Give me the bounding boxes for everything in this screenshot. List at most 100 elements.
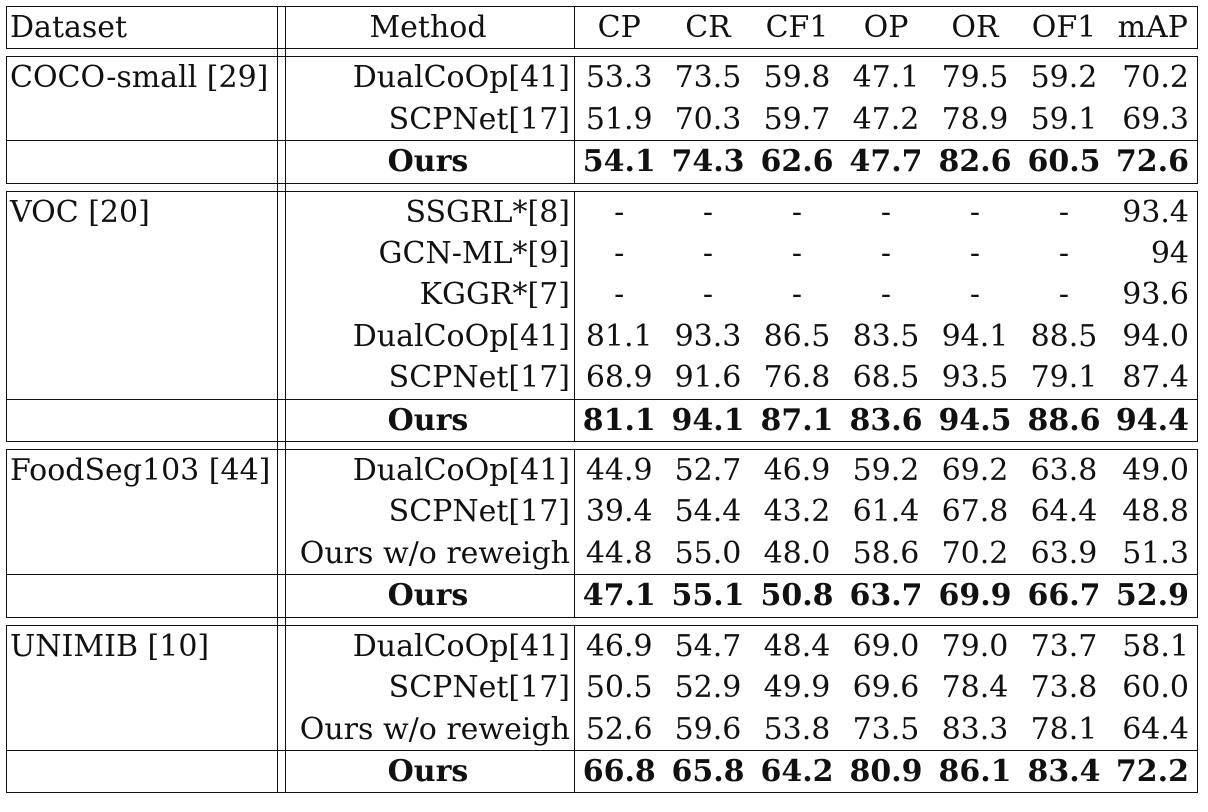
method-cell: DualCoOp[41] (285, 449, 575, 492)
method-cell: DualCoOp[41] (285, 624, 575, 668)
method-cell: GCN-ML*[9] (285, 233, 575, 275)
dataset-cell (6, 574, 278, 618)
value-cell-cf1: 50.8 (752, 574, 842, 618)
value-cell-cr: 59.6 (674, 711, 742, 747)
value-cell-of1: 88.6 (1019, 398, 1109, 443)
value-cell-map: 94 (1108, 233, 1198, 275)
value-cell-cf1: 76.8 (763, 360, 831, 396)
dataset-header: Dataset (6, 5, 278, 50)
value-cell-cf1: 59.7 (763, 101, 831, 137)
value-cell-of1: 60.5 (1019, 140, 1109, 184)
value-cell-or: 79.0 (930, 624, 1020, 668)
value-cell-cf1: - (752, 190, 842, 234)
value-cell-map: 72.2 (1108, 749, 1198, 794)
method-header: Method (285, 5, 575, 50)
value-cell-map: 52.9 (1108, 574, 1198, 618)
value-cell-cf1: 86.5 (763, 318, 831, 354)
double-rule (277, 532, 286, 575)
dataset-cell: COCO-small [29] (6, 56, 278, 99)
value-cell-or: 86.1 (930, 749, 1020, 794)
value-cell-map: 72.6 (1108, 140, 1198, 184)
value-cell-cp: 81.1 (574, 398, 664, 443)
group-separator (7, 183, 1198, 192)
value-cell-of1: 63.8 (1019, 449, 1109, 492)
value-cell-map: 51.3 (1108, 532, 1198, 575)
value-cell-op: 69.0 (841, 624, 931, 668)
value-cell-of1: 88.5 (1030, 318, 1098, 354)
value-cell-op: 47.1 (841, 56, 931, 99)
double-rule (277, 749, 286, 794)
double-rule (277, 5, 286, 50)
value-cell-cp: 66.8 (574, 749, 664, 794)
value-cell-of1: 79.1 (1030, 360, 1098, 396)
double-rule (277, 708, 286, 751)
value-cell-of1: 78.1 (1030, 711, 1098, 747)
value-cell-cf1: 87.1 (752, 398, 842, 443)
value-cell-or: - (930, 190, 1020, 234)
method-cell: Ours (285, 574, 575, 618)
value-cell-cp: 47.1 (574, 574, 664, 618)
value-cell-op: 68.5 (852, 360, 920, 396)
value-cell-cp: 52.6 (574, 708, 664, 751)
value-cell-cp: 50.5 (574, 667, 664, 709)
metric-header-of1: OF1 (1019, 5, 1109, 50)
table-row: Ours 66.8 65.8 64.2 80.9 86.1 83.4 72.2 (6, 749, 1198, 794)
metric-header-op: OP (841, 5, 931, 50)
method-cell: DualCoOp[41] (285, 315, 575, 358)
value-cell-of1: 83.4 (1019, 749, 1109, 794)
table-row: Ours 81.1 94.1 87.1 83.6 94.5 88.6 94.4 (6, 398, 1198, 443)
group-separator (7, 48, 1198, 57)
value-cell-map: 60.0 (1108, 667, 1198, 709)
value-cell-of1: 73.8 (1030, 670, 1098, 706)
table-row: DualCoOp[41] 81.1 93.3 86.5 83.5 94.1 88.5 94.0 (6, 315, 1198, 358)
method-cell: SCPNet[17] (285, 98, 575, 141)
table-row: FoodSeg103 [44] DualCoOp[41] 44.9 52.7 46.9 5… (6, 449, 1198, 492)
dataset-cell (6, 667, 278, 709)
table-row: UNIMIB [10] DualCoOp[41] 46.9 54.7 48.4 69.0 7… (6, 624, 1198, 668)
value-cell-op: 61.4 (852, 494, 920, 530)
value-cell-map: 48.8 (1108, 491, 1198, 533)
value-cell-cf1: 53.8 (763, 711, 831, 747)
value-cell-of1: - (1058, 277, 1070, 313)
method-cell: KGGR*[7] (285, 274, 575, 316)
value-cell-op: 69.6 (852, 670, 920, 706)
value-cell-op: 63.7 (841, 574, 931, 618)
value-cell-cf1: 43.2 (763, 494, 831, 530)
value-cell-or: 69.9 (930, 574, 1020, 618)
value-cell-cp: 44.9 (574, 449, 664, 492)
value-cell-cf1: 48.4 (752, 624, 842, 668)
group-separator (7, 441, 1198, 450)
value-cell-cp: 53.3 (574, 56, 664, 99)
double-rule (277, 56, 286, 99)
metric-header-map: mAP (1108, 5, 1198, 50)
value-cell-cp: 54.1 (574, 140, 664, 184)
value-cell-cf1: - (791, 236, 803, 272)
method-cell: SCPNet[17] (285, 667, 575, 709)
value-cell-cp: 81.1 (574, 315, 664, 358)
value-cell-cr: - (663, 190, 753, 234)
double-rule (277, 624, 286, 668)
value-cell-of1: 63.9 (1030, 535, 1098, 571)
method-cell: SCPNet[17] (285, 357, 575, 400)
value-cell-op: - (880, 236, 892, 272)
double-rule (277, 98, 286, 141)
value-cell-or: - (969, 277, 981, 313)
value-cell-cr: 55.1 (663, 574, 753, 618)
method-cell: Ours (285, 140, 575, 184)
value-cell-cf1: 62.6 (752, 140, 842, 184)
value-cell-cf1: - (791, 277, 803, 313)
value-cell-map: 87.4 (1108, 357, 1198, 400)
group-separator (7, 617, 1198, 626)
table-row: SCPNet[17] 51.9 70.3 59.7 47.2 78.9 59.1 69.3 (6, 98, 1198, 141)
value-cell-op: 83.5 (852, 318, 920, 354)
dataset-cell (6, 98, 278, 141)
double-rule (277, 190, 286, 234)
value-cell-op: 58.6 (852, 535, 920, 571)
table-row: GCN-ML*[9] - - - - - -94 (6, 233, 1198, 275)
value-cell-of1: 59.2 (1019, 56, 1109, 99)
value-cell-or: 70.2 (941, 535, 1009, 571)
dataset-cell (6, 274, 278, 316)
value-cell-or: 67.8 (941, 494, 1009, 530)
value-cell-op: 47.7 (841, 140, 931, 184)
value-cell-cr: 52.9 (674, 670, 742, 706)
